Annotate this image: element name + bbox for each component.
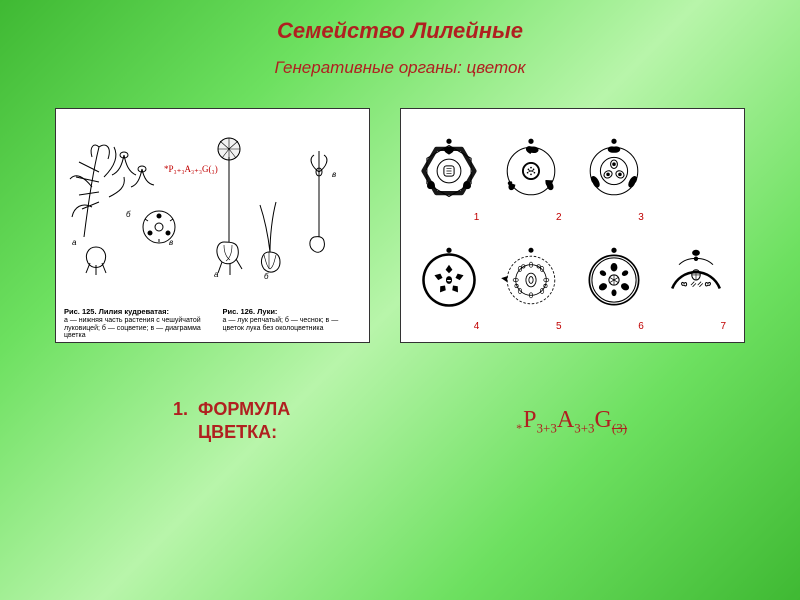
formula-G: G (595, 407, 612, 433)
bottom-row: 1. ФОРМУЛА ЦВЕТКА: *P3+3A3+3G(3) (0, 398, 800, 445)
diagram-1: 1 (411, 119, 487, 223)
diagram-4: 4 (411, 229, 487, 333)
caption-row: Рис. 125. Лилия кудреватая: а — нижняя ч… (64, 308, 361, 340)
right-diagram-panel: 1 2 (400, 108, 745, 343)
panels-row: а б в (0, 108, 800, 343)
formula-value: *P3+3A3+3G(3) (516, 407, 627, 436)
formula-P-sub: 3+3 (537, 420, 557, 435)
diagram-grid: 1 2 (411, 119, 734, 332)
page-title: Семейство Лилейные (0, 0, 800, 44)
formula-label: 1. ФОРМУЛА ЦВЕТКА: (173, 398, 290, 445)
diagram-6-number: 6 (638, 321, 644, 332)
diagram-7-number: 7 (720, 321, 726, 332)
diagram-6: 6 (576, 229, 652, 333)
fig126-title: Рис. 126. Луки: (223, 308, 362, 316)
svg-text:а: а (214, 270, 219, 279)
diagram-5: 5 (493, 229, 569, 333)
formula-P: P (523, 407, 536, 433)
left-figure-panel: а б в (55, 108, 370, 343)
svg-text:б: б (126, 210, 131, 219)
formula-A-sub: 3+3 (574, 420, 594, 435)
svg-text:в: в (332, 170, 336, 179)
formula-A: A (557, 407, 574, 433)
diagram-5-number: 5 (556, 321, 562, 332)
plant-sketches-svg: а б в (64, 117, 364, 297)
diagram-3-number: 3 (638, 212, 644, 223)
fig126-caption: Рис. 126. Луки: а — лук репчатый; б — че… (223, 308, 362, 340)
fig125-title: Рис. 125. Лилия кудреватая: (64, 308, 203, 316)
diagram-4-number: 4 (474, 321, 480, 332)
diagram-1-number: 1 (474, 212, 480, 223)
list-number: 1. (173, 399, 188, 419)
fig125-text: а — нижняя часть растения с чешуйчатой л… (64, 317, 203, 340)
page-subtitle: Генеративные органы: цветок (0, 44, 800, 78)
diagram-2: 2 (493, 119, 569, 223)
diagram-2-number: 2 (556, 212, 562, 223)
fig125-caption: Рис. 125. Лилия кудреватая: а — нижняя ч… (64, 308, 203, 340)
formula-label-2: ЦВЕТКА: (198, 422, 277, 442)
formula-label-1: ФОРМУЛА (198, 399, 290, 419)
diagram-7: 7 (658, 229, 734, 333)
fig126-text: а — лук репчатый; б — чеснок; в — цветок… (223, 317, 362, 332)
small-formula: *P₃₊₃A₃₊₃G(₃) (164, 164, 218, 175)
formula-star: * (516, 421, 522, 435)
svg-text:б: б (264, 272, 269, 281)
formula-G-sub: (3) (612, 420, 627, 435)
diagram-3: 3 (576, 119, 652, 223)
svg-text:а: а (72, 238, 77, 247)
